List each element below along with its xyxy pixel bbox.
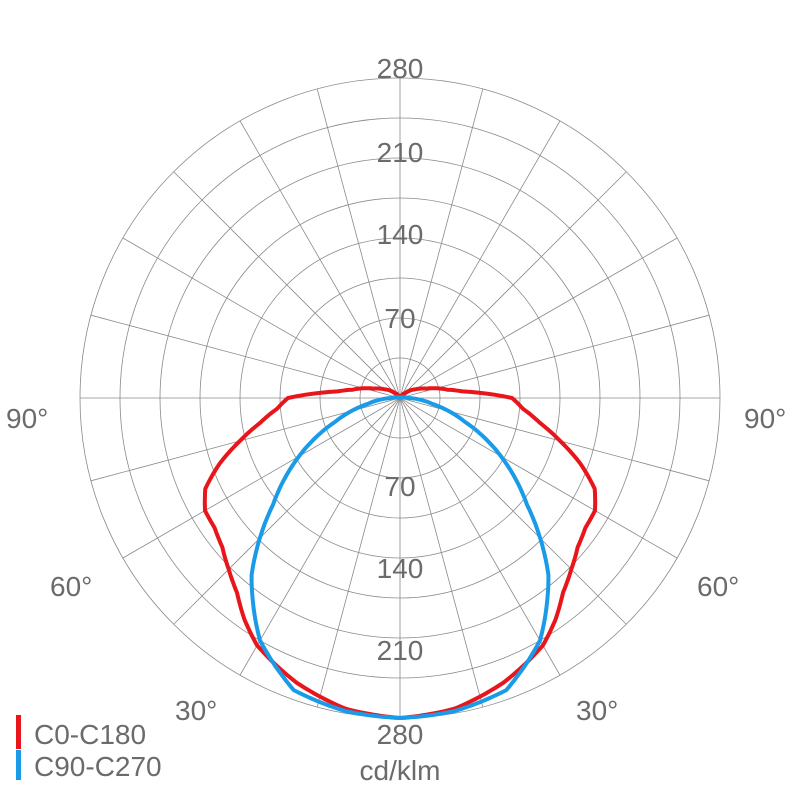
grid-spoke-15 [399, 397, 484, 708]
radial-tick-labels: 70 140 210 280 70 140 210 280 [377, 53, 424, 750]
radial-label-bottom-140: 140 [377, 553, 424, 584]
unit-label: cd/klm [360, 755, 441, 786]
grid-spoke-150 [399, 120, 561, 399]
angle-label-right-90: 90° [744, 403, 786, 434]
grid-spoke-345 [316, 397, 401, 708]
angle-label-left-90: 90° [6, 403, 48, 434]
grid-spoke-240 [122, 237, 401, 399]
radial-label-top-280: 280 [377, 53, 424, 84]
polar-grid [79, 77, 721, 719]
radial-label-bottom-70: 70 [384, 471, 415, 502]
angle-tick-labels: 90° 90° 60° 60° 30° 30° [6, 403, 786, 726]
grid-spoke-330 [239, 397, 401, 676]
legend-label-c0-c180: C0-C180 [34, 719, 146, 750]
legend-swatch-c90-c270 [16, 750, 21, 780]
grid-spoke-225 [173, 171, 401, 399]
grid-spoke-300 [122, 397, 401, 559]
grid-spoke-210 [239, 120, 401, 399]
legend-swatch-c0-c180 [16, 715, 21, 749]
series-curve-c90-c270 [249, 395, 551, 720]
grid-spoke-195 [316, 88, 401, 399]
grid-spoke-30 [399, 397, 561, 676]
grid-spoke-120 [399, 237, 678, 399]
angle-label-right-30: 30° [576, 695, 618, 726]
angle-label-left-30: 30° [175, 695, 217, 726]
grid-spoke-315 [173, 397, 401, 625]
radial-label-bottom-280: 280 [377, 719, 424, 750]
radial-label-top-70: 70 [384, 303, 415, 334]
radial-label-top-210: 210 [377, 137, 424, 168]
grid-spoke-60 [399, 397, 678, 559]
angle-label-left-60: 60° [50, 571, 92, 602]
radial-label-top-140: 140 [377, 219, 424, 250]
grid-spoke-105 [399, 314, 710, 399]
angle-label-right-60: 60° [697, 571, 739, 602]
legend-label-c90-c270: C90-C270 [34, 751, 162, 782]
grid-spoke-255 [90, 314, 401, 399]
grid-spoke-165 [399, 88, 484, 399]
grid-spoke-135 [399, 171, 627, 399]
series-curves [202, 386, 598, 720]
grid-spoke-45 [399, 397, 627, 625]
legend: C0-C180 C90-C270 [16, 715, 162, 782]
radial-label-bottom-210: 210 [377, 635, 424, 666]
